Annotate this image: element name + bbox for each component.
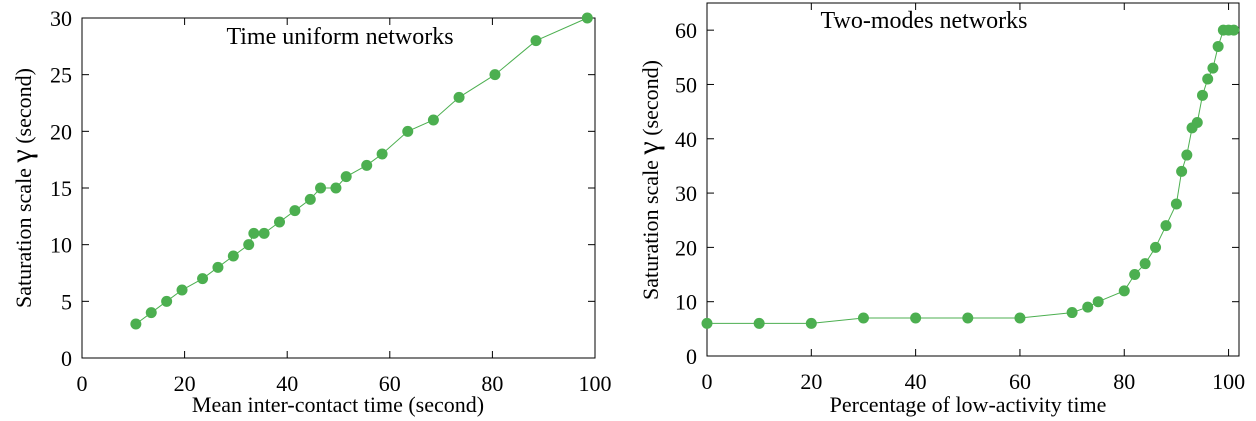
data-point <box>962 312 974 324</box>
x-tick-label: 60 <box>379 371 401 396</box>
x-tick-label: 100 <box>1212 369 1245 394</box>
data-point <box>258 227 270 239</box>
x-tick-label: 60 <box>1009 369 1031 394</box>
data-point <box>805 317 817 329</box>
plot-frame <box>706 2 1240 357</box>
data-point <box>1202 73 1214 85</box>
y-tick-label: 25 <box>50 63 72 88</box>
y-axis-label: Saturation scale γ (second) <box>632 60 665 300</box>
chart-time-uniform: 0 20 40 60 80 100 0 5 10 15 20 25 30 Time uniform n… <box>5 6 612 417</box>
data-point <box>530 35 542 47</box>
y-axis-label-text: Saturation scale <box>11 168 36 308</box>
data-point <box>581 12 593 24</box>
data-point <box>489 69 501 81</box>
data-points <box>701 24 1240 329</box>
y-tick-label: 10 <box>50 233 72 258</box>
chart-title: Two-modes networks <box>821 8 1028 34</box>
y-tick-label: 10 <box>675 290 697 315</box>
y-tick-label: 0 <box>61 346 72 371</box>
data-point <box>453 91 465 103</box>
y-tick-label: 0 <box>686 344 697 369</box>
data-point <box>1191 116 1203 128</box>
data-point <box>1160 220 1172 232</box>
x-tick-label: 0 <box>702 369 713 394</box>
y-tick-label: 20 <box>50 119 72 144</box>
y-tick-label: 30 <box>675 181 697 206</box>
data-point <box>289 205 301 217</box>
data-point <box>857 312 869 324</box>
data-point <box>1139 258 1151 270</box>
x-axis-label: Mean inter-contact time (second) <box>192 392 484 417</box>
data-point <box>1170 198 1182 210</box>
data-point <box>130 318 142 330</box>
y-tick-label: 50 <box>675 72 697 97</box>
y-tick-label: 60 <box>675 18 697 43</box>
data-point <box>1014 312 1026 324</box>
x-tick-label: 20 <box>800 369 822 394</box>
data-point <box>248 227 260 239</box>
data-point <box>1207 62 1219 74</box>
y-tick-label: 40 <box>675 127 697 152</box>
x-tick-label: 40 <box>276 371 298 396</box>
data-point <box>243 239 255 251</box>
data-point <box>1176 165 1188 177</box>
data-point <box>304 193 316 205</box>
y-axis-label-text: Saturation scale <box>638 160 663 300</box>
x-axis-label: Percentage of low-activity time <box>830 392 1107 417</box>
x-tick-label: 80 <box>481 371 503 396</box>
data-point <box>1129 269 1141 281</box>
y-tick-label: 5 <box>61 289 72 314</box>
data-point <box>1118 285 1130 297</box>
chart-two-modes: 0 20 40 60 80 100 0 10 20 30 40 50 60 Two-modes net… <box>632 2 1245 417</box>
data-point <box>376 148 388 160</box>
y-axis-label-symbol: γ <box>5 149 38 163</box>
data-point <box>910 312 922 324</box>
chart-title: Time uniform networks <box>226 24 453 50</box>
x-tick-label: 0 <box>77 371 88 396</box>
x-tick-label: 20 <box>174 371 196 396</box>
y-tick-label: 30 <box>50 6 72 31</box>
x-ticks: 0 20 40 60 80 100 <box>77 18 612 396</box>
data-point <box>145 307 157 319</box>
data-point <box>753 317 765 329</box>
y-tick-label: 20 <box>675 235 697 260</box>
data-point <box>212 261 224 273</box>
data-point <box>315 182 327 194</box>
y-tick-label: 15 <box>50 176 72 201</box>
data-point <box>1066 307 1078 319</box>
y-ticks: 0 10 20 30 40 50 60 <box>675 18 1239 369</box>
x-ticks: 0 20 40 60 80 100 <box>702 3 1245 394</box>
y-axis-label-unit: (second) <box>638 60 663 136</box>
data-point <box>701 317 713 329</box>
data-point <box>330 182 342 194</box>
y-axis-label-symbol: γ <box>632 141 665 155</box>
data-point <box>161 295 173 307</box>
x-tick-label: 100 <box>579 371 612 396</box>
data-point <box>1228 24 1240 36</box>
data-point <box>274 216 286 228</box>
y-ticks: 0 5 10 15 20 25 30 <box>50 6 595 371</box>
y-axis-label-unit: (second) <box>11 68 36 144</box>
data-point <box>1196 89 1208 101</box>
series-line <box>707 29 1234 324</box>
data-point <box>361 159 373 171</box>
data-point <box>197 273 209 285</box>
data-point <box>1150 241 1162 253</box>
data-point <box>176 284 188 296</box>
data-point <box>227 250 239 262</box>
y-axis-label: Saturation scale γ (second) <box>5 68 38 308</box>
data-point <box>1092 296 1104 308</box>
data-point <box>427 114 439 126</box>
data-points <box>130 12 593 330</box>
data-point <box>1181 149 1193 161</box>
data-point <box>402 125 414 137</box>
x-tick-label: 40 <box>905 369 927 394</box>
x-tick-label: 80 <box>1113 369 1135 394</box>
data-point <box>1082 301 1094 313</box>
data-point <box>1212 40 1224 52</box>
data-point <box>340 171 352 183</box>
